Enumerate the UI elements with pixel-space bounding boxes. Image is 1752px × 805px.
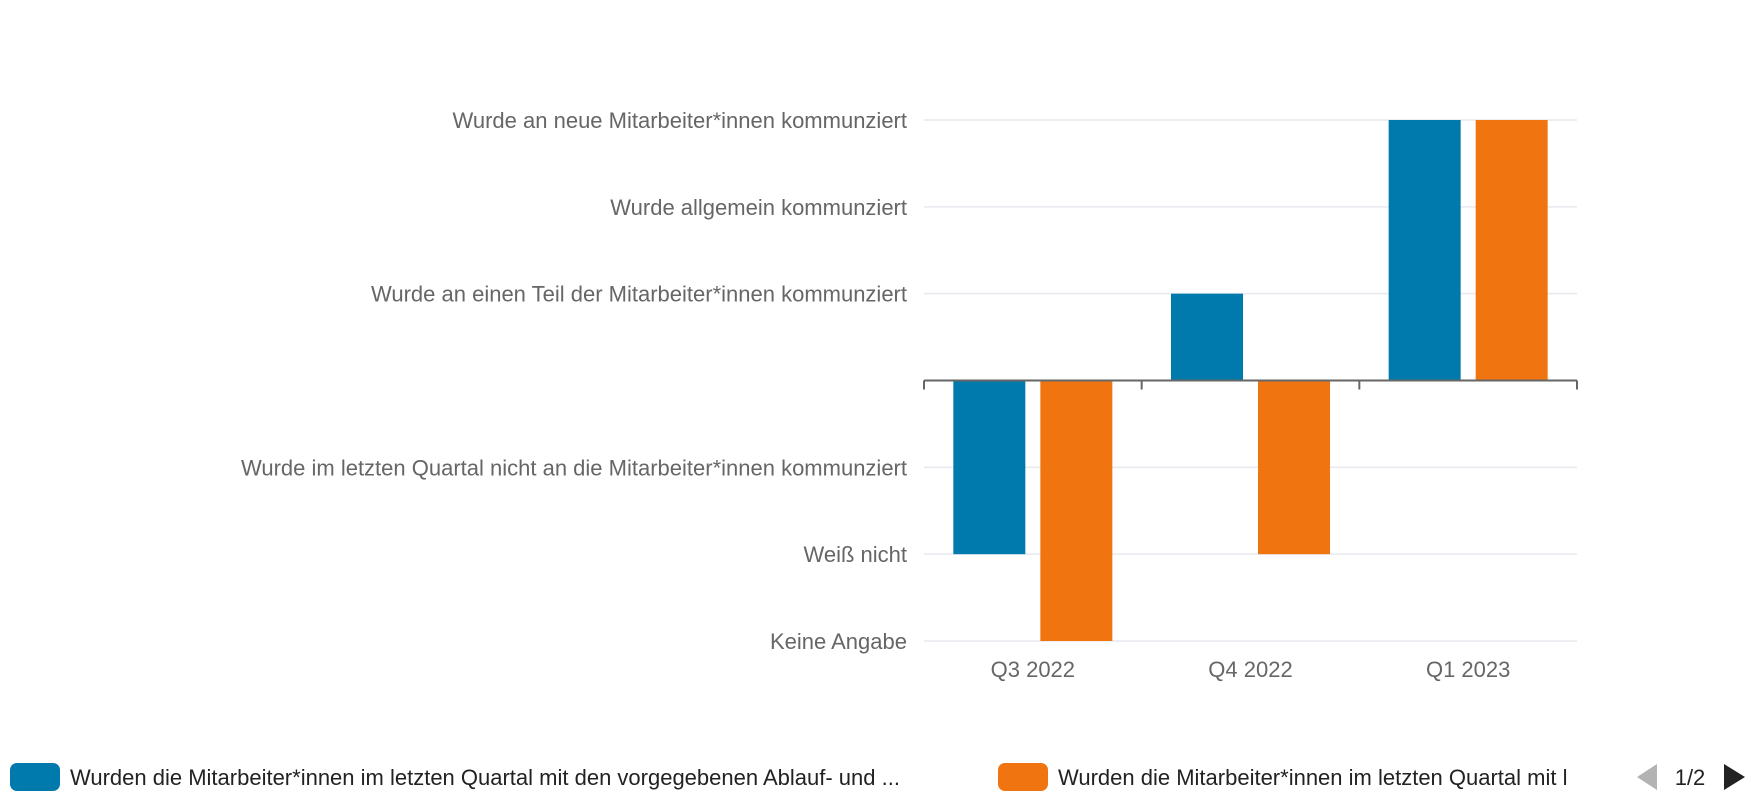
- x-tick-label: Q4 2022: [1208, 657, 1292, 682]
- legend-label-2: Wurden die Mitarbeiter*innen im letzten …: [1058, 765, 1567, 790]
- grid-lines: [924, 119, 1577, 642]
- bar-series-2: [1258, 380, 1330, 555]
- y-tick-label: Wurde im letzten Quartal nicht an die Mi…: [241, 455, 907, 480]
- legend-page-indicator: 1/2: [1675, 765, 1706, 790]
- y-axis-labels: Keine Angabe Weiß nicht Wurde im letzten Q…: [241, 108, 907, 654]
- y-tick-label: Wurde an einen Teil der Mitarbeiter*inne…: [371, 282, 907, 307]
- legend: Wurden die Mitarbeiter*innen im letzten …: [10, 763, 1745, 791]
- legend-prev-arrow-icon[interactable]: [1637, 764, 1657, 790]
- y-tick-label: Keine Angabe: [770, 629, 907, 654]
- bar-series-1: [1171, 293, 1243, 381]
- bar-series-2: [1475, 120, 1548, 381]
- y-tick-label: Weiß nicht: [803, 542, 907, 567]
- x-tick-label: Q1 2023: [1426, 657, 1510, 682]
- y-tick-label: Wurde an neue Mitarbeiter*innen kommunzi…: [453, 108, 908, 133]
- legend-label-1: Wurden die Mitarbeiter*innen im letzten …: [70, 765, 900, 790]
- x-axis-labels: Q3 2022 Q4 2022 Q1 2023: [991, 657, 1511, 682]
- x-tick-label: Q3 2022: [991, 657, 1075, 682]
- bar-series-1: [1388, 120, 1461, 381]
- legend-swatch-2: [998, 763, 1048, 791]
- y-tick-label: Wurde allgemein kommunziert: [610, 195, 907, 220]
- legend-swatch-1: [10, 763, 60, 791]
- x-axis: [923, 379, 1578, 390]
- bar-series-1: [953, 380, 1026, 555]
- bar-series-2: [1040, 380, 1113, 641]
- legend-next-arrow-icon[interactable]: [1724, 764, 1745, 790]
- bars: [953, 120, 1548, 641]
